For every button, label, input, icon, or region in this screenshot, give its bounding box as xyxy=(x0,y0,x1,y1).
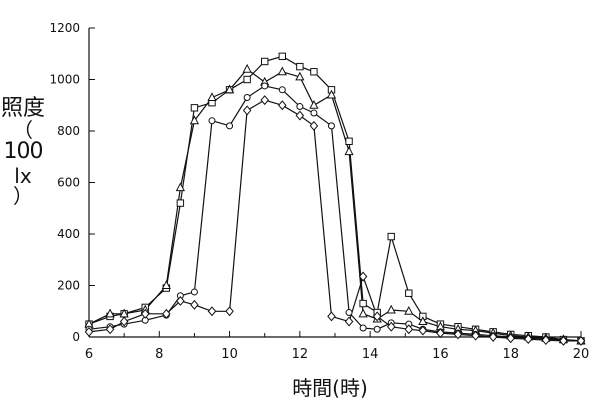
x-tick-label: 6 xyxy=(85,347,93,362)
data-point-diamond xyxy=(119,316,129,327)
data-point-triangle xyxy=(295,71,305,81)
data-point-diamond xyxy=(488,332,498,342)
data-point-diamond xyxy=(471,330,480,341)
data-point-diamond xyxy=(404,324,414,335)
x-tick-label: 18 xyxy=(502,347,519,362)
data-point-diamond xyxy=(162,308,171,319)
data-point-square xyxy=(278,52,286,61)
data-point-circle xyxy=(208,117,216,125)
data-point-triangle xyxy=(344,146,354,156)
data-point-circle xyxy=(345,309,353,317)
x-tick-label: 12 xyxy=(292,347,309,362)
data-point-diamond xyxy=(344,316,354,327)
y-tick-label: 0 xyxy=(72,330,80,344)
series-line-circle xyxy=(88,85,582,342)
data-point-circle xyxy=(327,122,335,130)
data-point-triangle xyxy=(242,63,252,73)
data-point-circle xyxy=(373,325,381,333)
data-point-circle xyxy=(261,82,269,90)
y-tick-label: 1200 xyxy=(49,21,80,35)
y-axis-title-paren-close: ） xyxy=(13,184,33,208)
data-point-diamond xyxy=(453,329,463,340)
data-point-diamond xyxy=(295,110,305,121)
data-point-diamond xyxy=(207,306,217,317)
data-point-square xyxy=(261,57,269,66)
y-tick-label: 1000 xyxy=(49,73,80,87)
y-axis-title-text: 照度 xyxy=(0,96,45,121)
series-line-diamond xyxy=(88,99,581,342)
data-point-triangle xyxy=(224,84,235,94)
data-point-diamond xyxy=(524,334,533,345)
data-point-diamond xyxy=(140,308,150,319)
data-point-square xyxy=(296,62,304,71)
data-point-diamond xyxy=(278,100,287,111)
y-tick-label: 200 xyxy=(57,279,80,293)
series-line-square xyxy=(88,55,582,342)
y-axis-title: 照度 （ 100 lx ） xyxy=(0,96,46,208)
x-tick-label: 16 xyxy=(432,347,449,362)
data-point-triangle xyxy=(386,304,396,314)
x-tick-label: 20 xyxy=(573,347,590,362)
data-point-circle xyxy=(243,94,251,102)
y-axis-title-unit-number: 100 xyxy=(3,139,44,164)
data-point-diamond xyxy=(84,326,94,337)
data-point-circle xyxy=(296,103,304,111)
data-point-diamond xyxy=(105,324,115,335)
data-point-diamond xyxy=(242,105,252,116)
data-point-triangle xyxy=(189,115,200,125)
data-point-triangle xyxy=(105,308,115,318)
series-line-triangle xyxy=(88,68,582,342)
data-point-square xyxy=(345,137,353,146)
data-point-triangle xyxy=(309,99,319,109)
data-point-square xyxy=(387,232,395,241)
data-point-square xyxy=(359,299,367,308)
y-tick-label: 800 xyxy=(57,124,80,138)
data-point-triangle xyxy=(207,92,217,102)
data-point-circle xyxy=(226,122,234,130)
x-tick-label: 8 xyxy=(155,347,163,362)
data-point-diamond xyxy=(418,325,428,336)
data-point-diamond xyxy=(225,306,234,317)
data-point-circle xyxy=(359,324,367,332)
data-point-diamond xyxy=(327,311,336,322)
data-point-square xyxy=(176,199,185,207)
data-point-diamond xyxy=(541,335,551,346)
data-point-triangle xyxy=(418,316,428,326)
y-tick-label: 400 xyxy=(57,227,80,241)
data-point-diamond xyxy=(436,328,445,339)
chart-series xyxy=(88,55,582,342)
data-point-diamond xyxy=(358,271,368,282)
data-point-triangle xyxy=(161,280,171,289)
chart-axes: 0 200 400 600 800 1000 1200 6 8 10 12 14 16 18 20 xyxy=(49,21,589,362)
data-point-diamond xyxy=(506,333,515,344)
data-point-square xyxy=(310,68,318,76)
data-point-diamond xyxy=(559,335,568,346)
data-point-triangle xyxy=(404,305,414,315)
x-axis-title: 時間(時) xyxy=(292,376,368,400)
data-point-circle xyxy=(278,86,286,94)
data-point-square xyxy=(190,104,199,112)
data-point-diamond xyxy=(260,95,269,106)
x-tick-label: 14 xyxy=(362,347,379,362)
data-point-square xyxy=(405,289,413,297)
x-tick-label: 10 xyxy=(221,347,238,362)
data-point-triangle xyxy=(326,89,337,99)
data-point-diamond xyxy=(190,299,199,310)
data-point-triangle xyxy=(175,182,186,192)
chart-markers xyxy=(84,52,586,346)
data-point-circle xyxy=(190,288,198,296)
data-point-diamond xyxy=(176,295,185,306)
y-axis-title-paren-open: （ xyxy=(13,118,33,142)
y-axis-title-unit: lx xyxy=(14,164,32,188)
data-point-diamond xyxy=(386,321,396,332)
data-point-diamond xyxy=(372,311,382,322)
data-point-circle xyxy=(310,109,318,117)
data-point-triangle xyxy=(277,66,287,76)
data-point-square xyxy=(243,75,251,84)
data-point-triangle xyxy=(358,308,368,318)
data-point-diamond xyxy=(576,335,586,346)
y-tick-label: 600 xyxy=(57,176,80,190)
data-point-diamond xyxy=(309,120,319,131)
